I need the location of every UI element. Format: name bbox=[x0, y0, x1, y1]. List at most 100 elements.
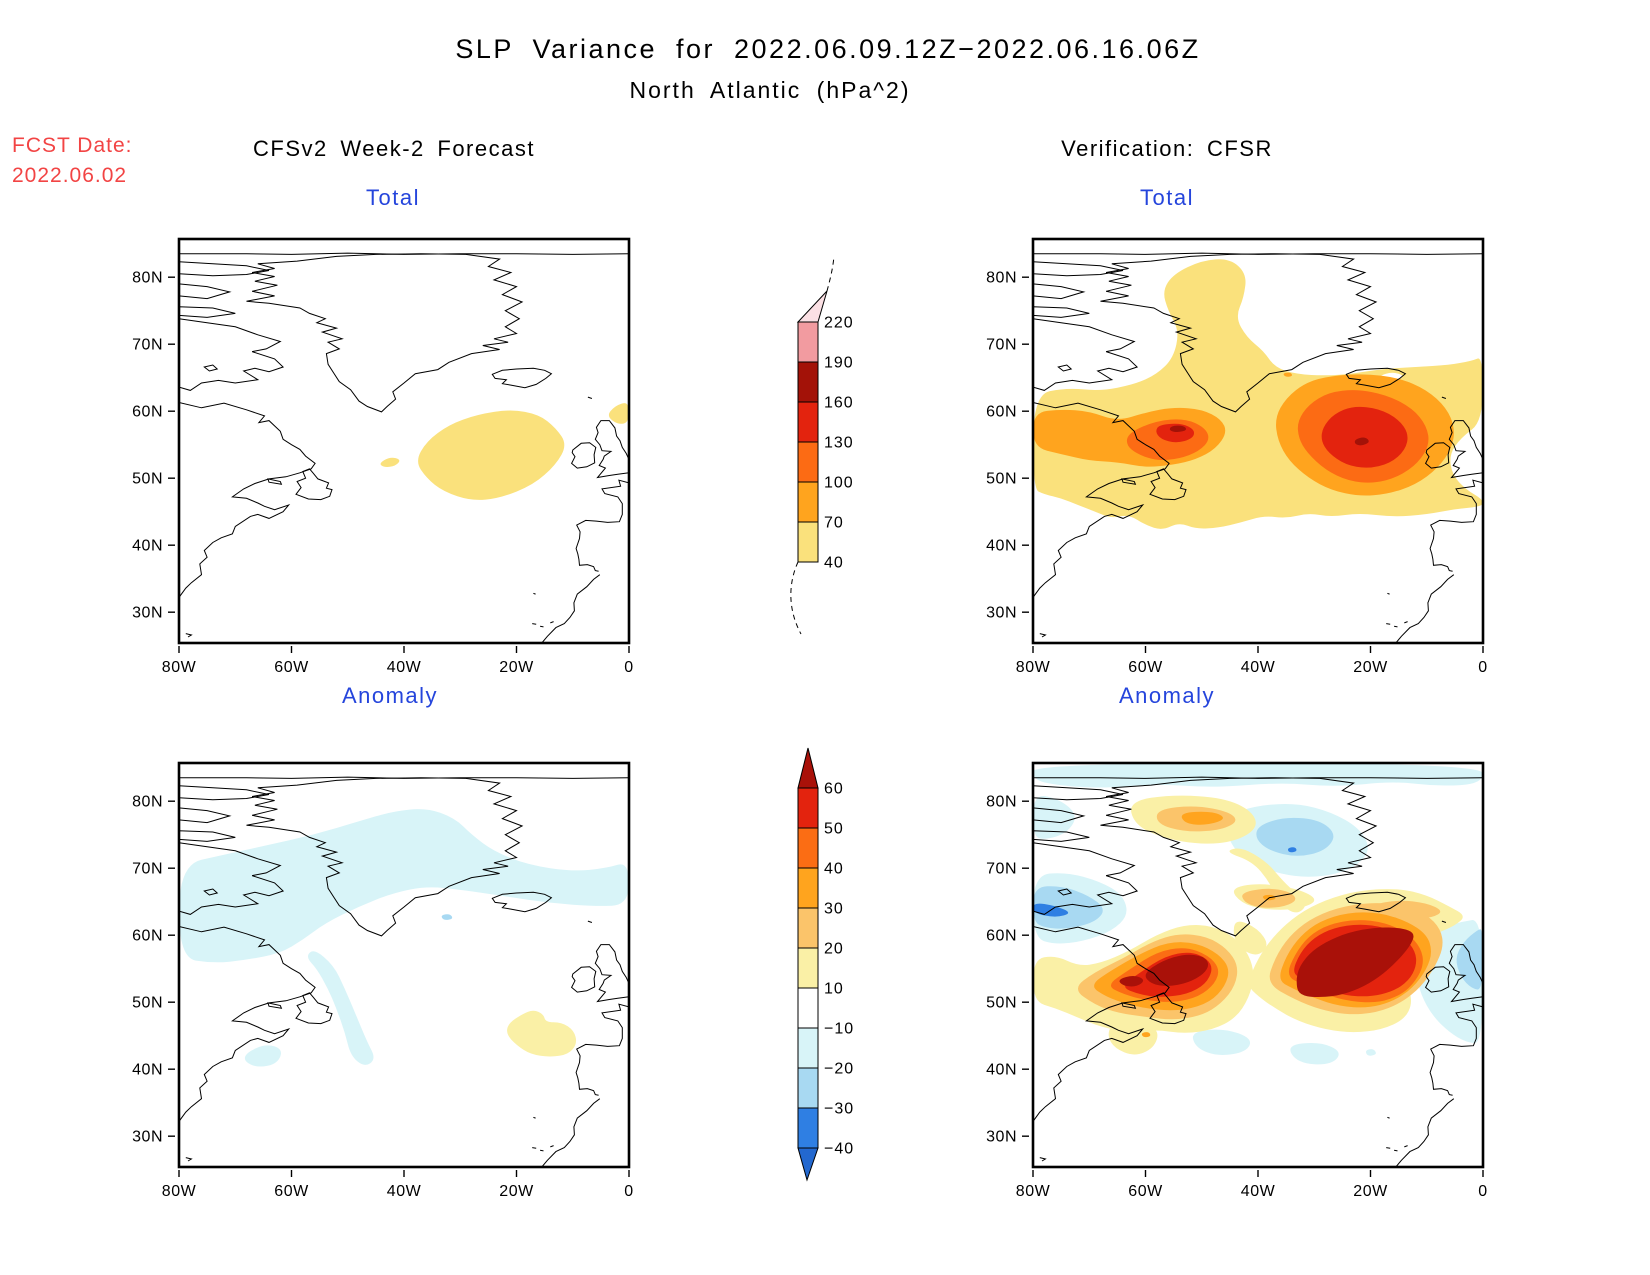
coastline bbox=[1441, 920, 1447, 923]
coastline bbox=[533, 1116, 536, 1119]
lat-tick-label: 70N bbox=[986, 337, 1017, 354]
coastline bbox=[1149, 468, 1187, 501]
contour-region-verification-anomaly bbox=[1145, 954, 1209, 986]
lat-tick-label: 50N bbox=[132, 995, 163, 1012]
coastline bbox=[1033, 402, 1170, 598]
coastline bbox=[1448, 420, 1483, 479]
coastline bbox=[185, 1157, 193, 1162]
map-panel-forecast-total: 30N 40N 50N 60N 70N 80N 80W 60W 40W 20W 0 bbox=[132, 237, 633, 676]
lat-tick-label: 40N bbox=[986, 538, 1017, 555]
lat-tick-label: 30N bbox=[132, 605, 163, 622]
contour-region-verification-anomaly bbox=[1181, 811, 1223, 825]
contour-region-verification-anomaly bbox=[1141, 1032, 1151, 1038]
colorbar-extension-dash bbox=[826, 255, 835, 292]
coastline bbox=[1441, 396, 1447, 399]
lat-tick-label: 30N bbox=[132, 1129, 163, 1146]
colorbar-label: −30 bbox=[824, 1101, 854, 1118]
column-header-verification: Verification: CFSR bbox=[1061, 136, 1273, 161]
coastline bbox=[1387, 592, 1390, 595]
coastline bbox=[295, 992, 333, 1025]
lon-tick-label: 40W bbox=[387, 659, 422, 676]
coastline bbox=[575, 1003, 629, 1096]
panel-title-verification-anomaly: Anomaly bbox=[1118, 683, 1216, 708]
colorbar-label: 30 bbox=[824, 901, 844, 918]
colorbar-segment bbox=[797, 441, 819, 483]
lon-tick-label: 40W bbox=[1241, 659, 1276, 676]
panel-title-forecast-anomaly: Anomaly bbox=[341, 683, 439, 708]
coastline bbox=[491, 367, 553, 389]
coastline bbox=[1149, 992, 1187, 1025]
lat-tick-label: 80N bbox=[132, 794, 163, 811]
map-frame bbox=[1031, 761, 1485, 1169]
lon-tick-label: 20W bbox=[1353, 1183, 1388, 1200]
colorbar-segment bbox=[797, 907, 819, 949]
colorbar-segment bbox=[797, 947, 819, 989]
lat-tick-label: 80N bbox=[986, 794, 1017, 811]
map-frame bbox=[177, 761, 631, 1169]
contour-region-forecast-total bbox=[380, 457, 400, 467]
coastline bbox=[1033, 283, 1086, 300]
coastline bbox=[570, 966, 597, 993]
coastline bbox=[1100, 777, 1378, 937]
coastline bbox=[1395, 1098, 1455, 1167]
lon-tick-label: 80W bbox=[162, 659, 197, 676]
panel-title-verification-total: Total bbox=[1140, 185, 1194, 210]
coastline bbox=[1033, 807, 1086, 824]
coastline bbox=[1448, 944, 1483, 1003]
lon-tick-label: 80W bbox=[1016, 1183, 1051, 1200]
coastline bbox=[594, 420, 629, 479]
coastline bbox=[1033, 830, 1090, 842]
colorbar-label: −20 bbox=[824, 1061, 854, 1078]
coastline bbox=[1386, 1147, 1391, 1149]
forecast-date-label: FCST Date: bbox=[12, 134, 133, 157]
lon-tick-label: 0 bbox=[624, 1183, 633, 1200]
coastline bbox=[1039, 1157, 1047, 1162]
coastline bbox=[533, 592, 536, 595]
colorbar-segment bbox=[797, 1107, 819, 1149]
coastline bbox=[575, 479, 629, 572]
coastline bbox=[1394, 625, 1398, 628]
lat-tick-label: 50N bbox=[132, 471, 163, 488]
lat-tick-label: 80N bbox=[986, 270, 1017, 287]
colorbar-label: 10 bbox=[824, 981, 844, 998]
forecast-date-value: 2022.06.02 bbox=[12, 164, 128, 187]
coastline bbox=[1424, 442, 1451, 469]
contour-region-verification-total bbox=[1354, 437, 1369, 446]
map-frame bbox=[177, 237, 631, 645]
contour-region-verification-anomaly bbox=[1296, 927, 1414, 998]
coastline bbox=[1033, 926, 1170, 1122]
lat-tick-label: 40N bbox=[132, 1062, 163, 1079]
coastline bbox=[1394, 1149, 1398, 1152]
lat-tick-label: 40N bbox=[986, 1062, 1017, 1079]
coastline bbox=[532, 1147, 537, 1149]
colorbar-segment bbox=[797, 321, 819, 363]
colorbar-label: 40 bbox=[824, 555, 844, 572]
coastline bbox=[1039, 633, 1047, 638]
coastline bbox=[267, 1002, 283, 1009]
figure-title: SLP Variance for 2022.06.09.12Z−2022.06.… bbox=[455, 34, 1201, 64]
coastline bbox=[587, 920, 593, 923]
coastline bbox=[246, 253, 524, 413]
lat-tick-label: 30N bbox=[986, 605, 1017, 622]
contour-region-verification-anomaly bbox=[1375, 900, 1441, 919]
contour-region-forecast-anomaly bbox=[244, 1045, 281, 1067]
coastline bbox=[1033, 842, 1139, 915]
colorbar-segment bbox=[797, 827, 819, 869]
coastline bbox=[594, 944, 629, 1003]
coastline bbox=[179, 842, 285, 915]
contour-region-verification-anomaly bbox=[1290, 1042, 1339, 1065]
coastline bbox=[267, 478, 283, 485]
coastline bbox=[179, 283, 232, 300]
lon-tick-label: 60W bbox=[274, 1183, 309, 1200]
coastline bbox=[532, 623, 537, 625]
contour-region-forecast-anomaly bbox=[308, 951, 374, 1065]
colorbar-label: 20 bbox=[824, 941, 844, 958]
colorbar-total: 220 190 160 130 100 70 40 bbox=[790, 255, 853, 635]
colorbar-anomaly: 60 50 40 30 20 10 −10 −20 −30 −40 bbox=[797, 747, 854, 1182]
colorbar-label: 40 bbox=[824, 861, 844, 878]
lon-tick-label: 20W bbox=[499, 1183, 534, 1200]
coastline bbox=[1057, 888, 1073, 896]
coastline bbox=[1345, 367, 1407, 389]
contour-region-forecast-anomaly bbox=[179, 809, 629, 963]
